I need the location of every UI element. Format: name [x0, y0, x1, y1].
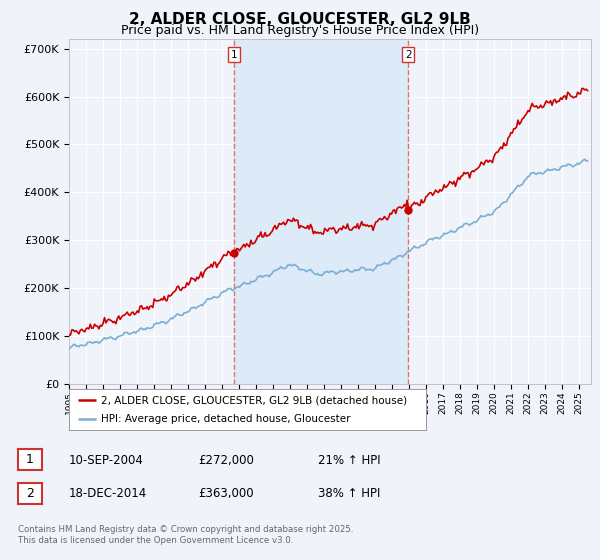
- Text: HPI: Average price, detached house, Gloucester: HPI: Average price, detached house, Glou…: [101, 414, 350, 423]
- Text: 2: 2: [26, 487, 34, 500]
- Text: Price paid vs. HM Land Registry's House Price Index (HPI): Price paid vs. HM Land Registry's House …: [121, 24, 479, 37]
- Text: 1: 1: [26, 453, 34, 466]
- Text: 10-SEP-2004: 10-SEP-2004: [69, 454, 144, 467]
- Text: 2: 2: [405, 49, 412, 59]
- Text: Contains HM Land Registry data © Crown copyright and database right 2025.
This d: Contains HM Land Registry data © Crown c…: [18, 525, 353, 545]
- Text: 2, ALDER CLOSE, GLOUCESTER, GL2 9LB: 2, ALDER CLOSE, GLOUCESTER, GL2 9LB: [129, 12, 471, 27]
- Text: 18-DEC-2014: 18-DEC-2014: [69, 487, 147, 501]
- Text: 1: 1: [230, 49, 237, 59]
- Text: 21% ↑ HPI: 21% ↑ HPI: [318, 454, 380, 467]
- Text: 38% ↑ HPI: 38% ↑ HPI: [318, 487, 380, 501]
- Text: £363,000: £363,000: [198, 487, 254, 501]
- Text: 2, ALDER CLOSE, GLOUCESTER, GL2 9LB (detached house): 2, ALDER CLOSE, GLOUCESTER, GL2 9LB (det…: [101, 395, 407, 405]
- Text: £272,000: £272,000: [198, 454, 254, 467]
- Bar: [234, 39, 409, 384]
